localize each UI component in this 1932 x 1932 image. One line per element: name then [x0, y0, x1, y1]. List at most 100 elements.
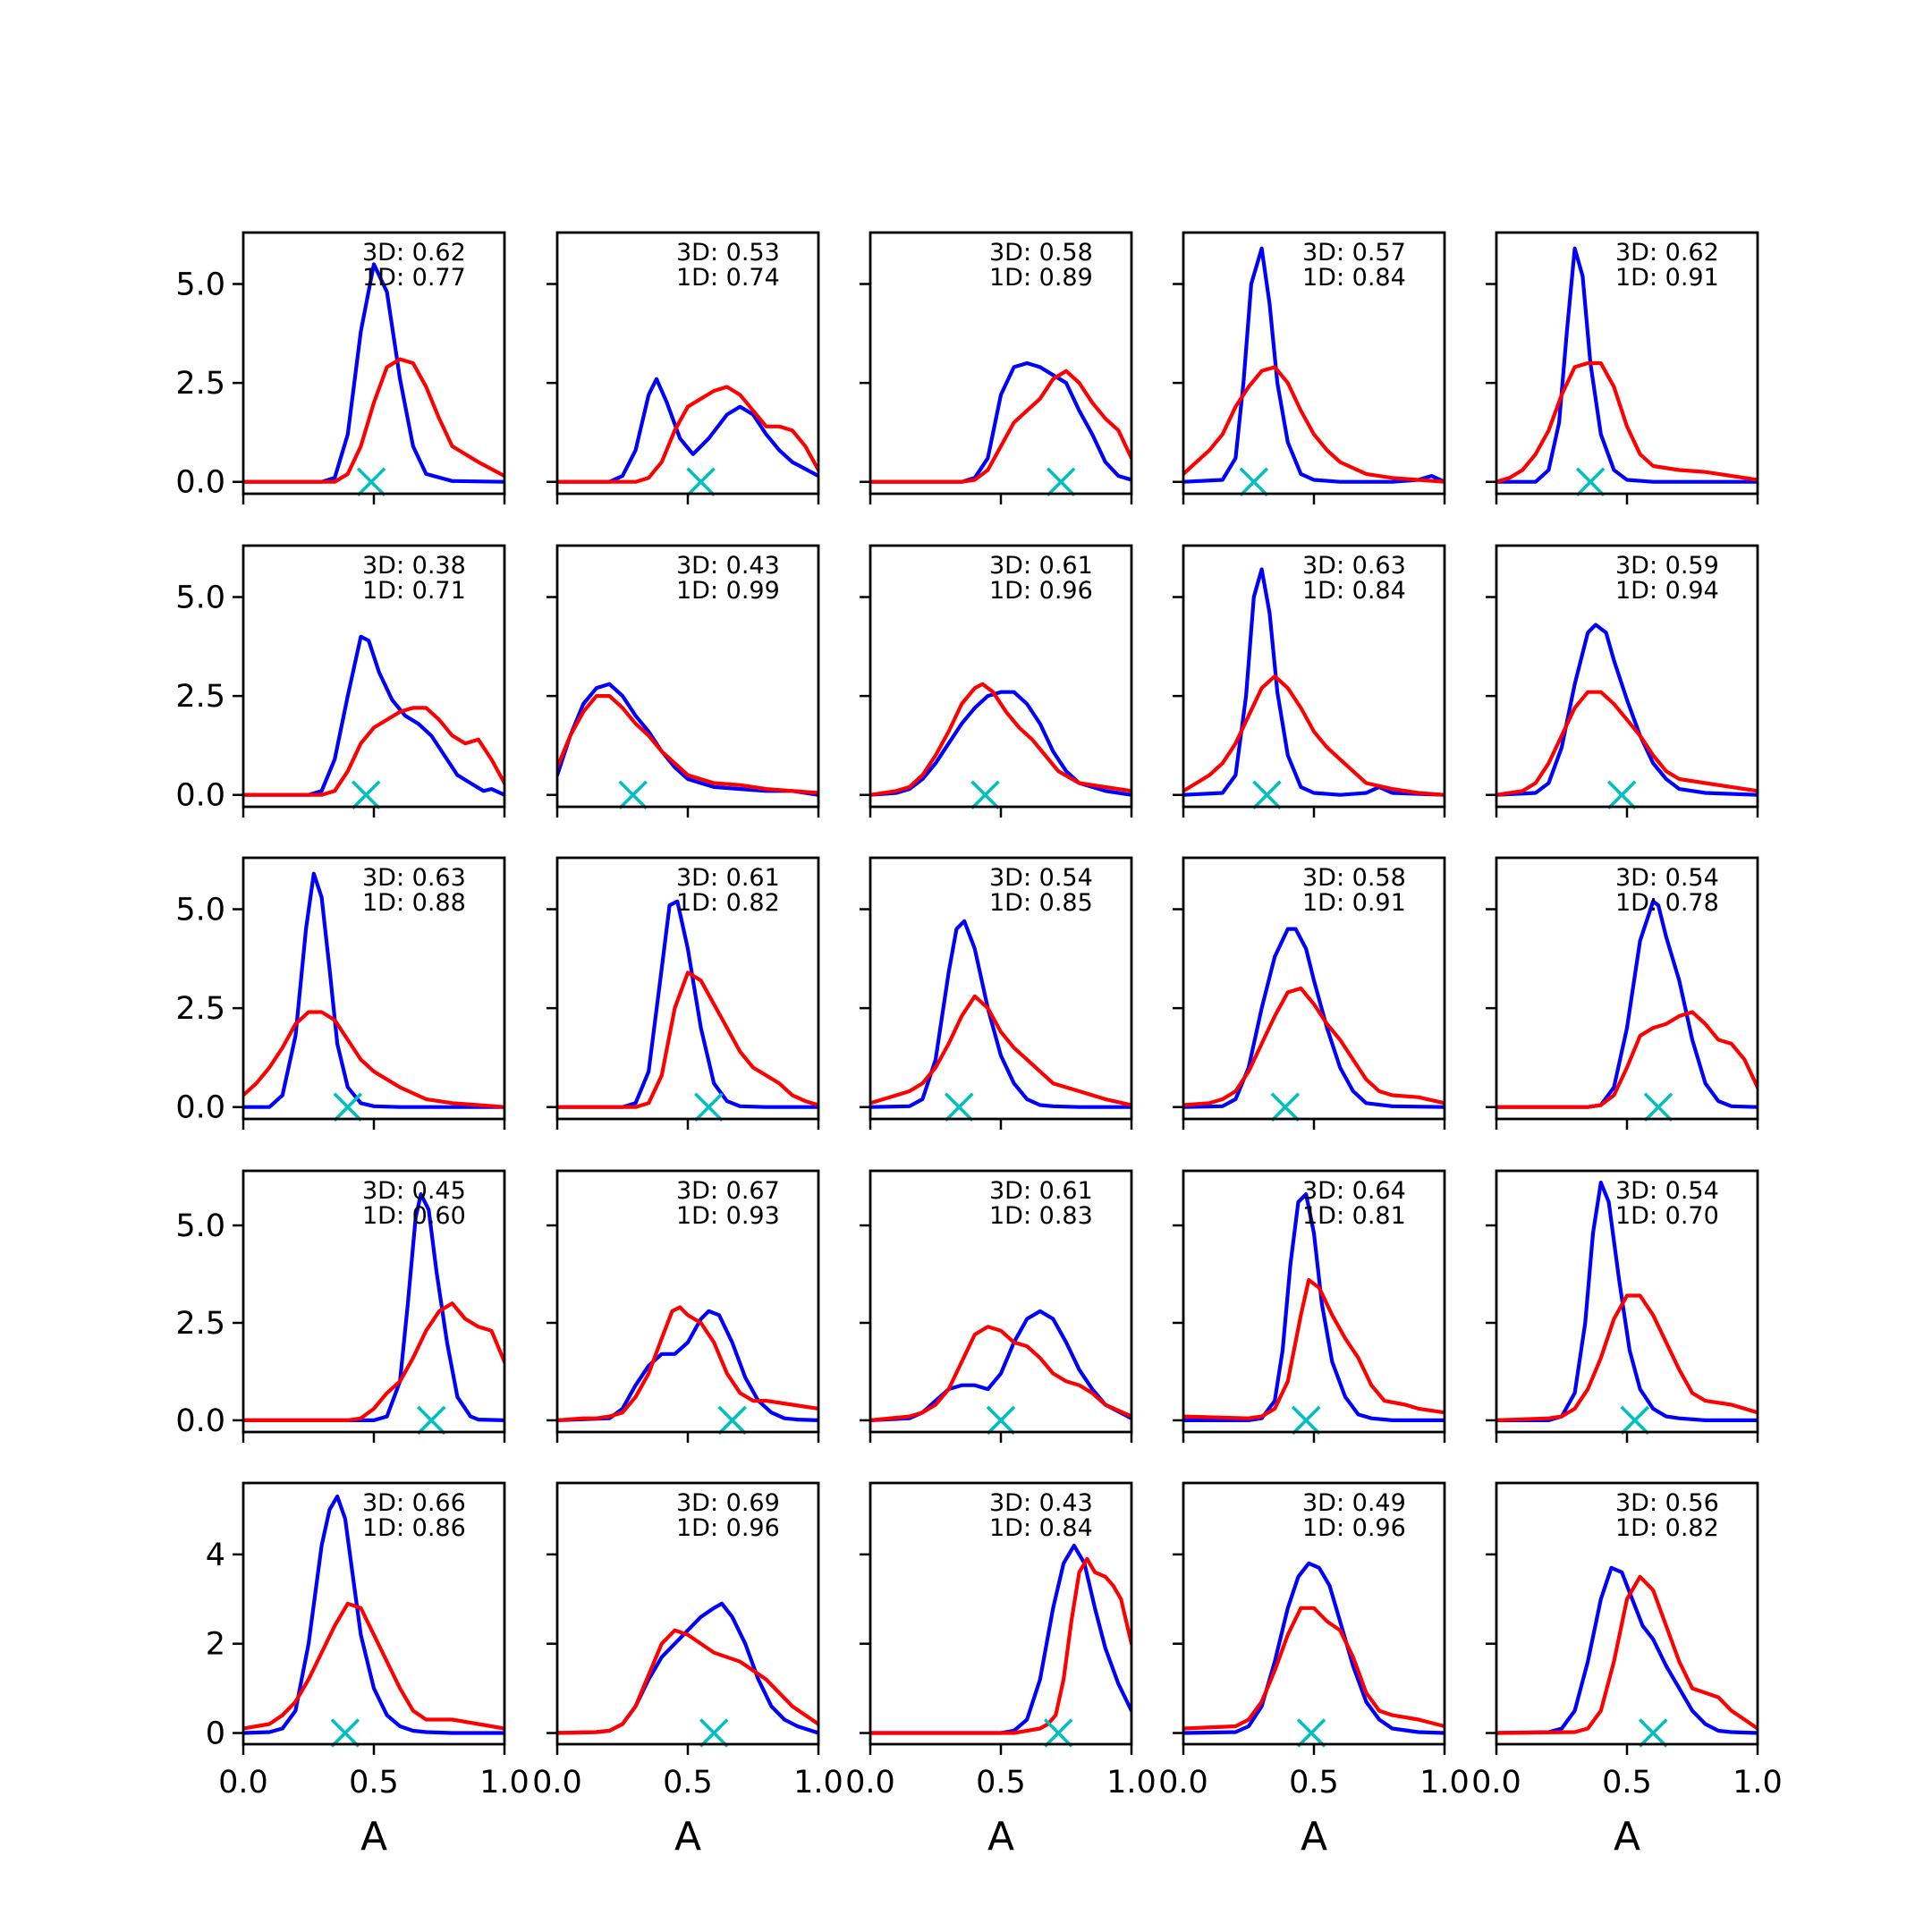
score-3d-label: 3D: 0.62	[362, 239, 466, 267]
score-1d-label: 1D: 0.81	[1302, 1202, 1406, 1230]
target-marker	[945, 1092, 974, 1123]
series-3d-line	[243, 262, 504, 484]
series-group	[243, 871, 504, 1109]
score-1d-label: 1D: 0.74	[676, 264, 780, 292]
series-group	[1496, 1565, 1758, 1735]
target-marker	[686, 467, 716, 497]
score-3d-label: 3D: 0.56	[1615, 1489, 1719, 1517]
series-group	[243, 1494, 504, 1735]
target-marker	[333, 1092, 363, 1123]
score-1d-label: 1D: 0.96	[1302, 1514, 1406, 1542]
series-3d-line	[1183, 1561, 1445, 1735]
y-tick-label: 2.5	[175, 1306, 225, 1342]
score-1d-label: 1D: 0.94	[1615, 577, 1719, 605]
series-group	[1183, 567, 1445, 797]
score-3d-label: 3D: 0.49	[1302, 1489, 1406, 1517]
series-1d-line	[1183, 674, 1445, 797]
target-marker	[1046, 467, 1076, 497]
series-1d-line	[1496, 1574, 1758, 1735]
series-1d-line	[243, 1601, 504, 1731]
target-marker	[618, 780, 648, 810]
score-1d-label: 1D: 0.86	[362, 1514, 466, 1542]
series-1d-line	[870, 369, 1131, 484]
target-marker	[1239, 467, 1269, 497]
series-1d-line	[243, 706, 504, 797]
series-group	[870, 682, 1131, 797]
target-marker	[1291, 1405, 1321, 1436]
x-tick-label: 0.5	[663, 1765, 713, 1801]
series-3d-line	[1183, 1192, 1445, 1422]
series-3d-line	[870, 1543, 1131, 1735]
score-3d-label: 3D: 0.53	[676, 239, 780, 267]
series-3d-line	[1183, 246, 1445, 484]
series-group	[557, 682, 818, 797]
target-marker	[717, 1405, 747, 1436]
series-1d-line	[1496, 360, 1758, 484]
target-marker	[699, 1718, 729, 1748]
series-3d-line	[1496, 246, 1758, 484]
series-1d-line	[243, 357, 504, 484]
score-3d-label: 3D: 0.58	[989, 239, 1093, 267]
score-3d-label: 3D: 0.61	[989, 552, 1093, 580]
score-1d-label: 1D: 0.82	[676, 889, 780, 917]
score-3d-label: 3D: 0.57	[1302, 239, 1406, 267]
series-group	[557, 377, 818, 484]
series-group	[870, 1543, 1131, 1735]
series-3d-line	[243, 1192, 504, 1422]
score-1d-label: 1D: 0.91	[1615, 264, 1719, 292]
x-axis-label: A	[1614, 1814, 1640, 1860]
target-marker	[1270, 1092, 1301, 1123]
x-tick-label: 1.0	[1419, 1765, 1470, 1801]
y-tick-label: 5.0	[175, 267, 225, 303]
x-tick-label: 0.5	[976, 1765, 1026, 1801]
target-marker	[1638, 1718, 1668, 1748]
y-tick-label: 0.0	[175, 1090, 225, 1126]
x-tick-label: 1.0	[793, 1765, 843, 1801]
series-3d-line	[243, 871, 504, 1109]
x-axis-label: A	[360, 1814, 387, 1860]
series-group	[870, 919, 1131, 1109]
x-axis-label: A	[1301, 1814, 1327, 1860]
score-3d-label: 3D: 0.69	[676, 1489, 780, 1517]
series-3d-line	[870, 919, 1131, 1109]
score-1d-label: 1D: 0.82	[1615, 1514, 1719, 1542]
y-tick-label: 0.0	[175, 465, 225, 501]
score-1d-label: 1D: 0.78	[1615, 889, 1719, 917]
score-1d-label: 1D: 0.84	[989, 1514, 1093, 1542]
y-tick-label: 2.5	[175, 991, 225, 1027]
y-tick-label: 4	[206, 1538, 225, 1573]
series-1d-line	[1496, 1010, 1758, 1109]
series-1d-line	[557, 970, 818, 1109]
target-marker	[330, 1718, 360, 1748]
series-3d-line	[557, 1309, 818, 1422]
score-1d-label: 1D: 0.85	[989, 889, 1093, 917]
series-group	[557, 899, 818, 1109]
target-marker	[1606, 780, 1637, 810]
target-marker	[1620, 1405, 1650, 1436]
y-tick-label: 2.5	[175, 366, 225, 402]
series-3d-line	[243, 1494, 504, 1735]
series-group	[557, 1305, 818, 1422]
y-tick-label: 2.5	[175, 679, 225, 715]
score-3d-label: 3D: 0.67	[676, 1177, 780, 1205]
x-tick-label: 1.0	[1106, 1765, 1157, 1801]
score-3d-label: 3D: 0.43	[676, 552, 780, 580]
x-axis-label: A	[674, 1814, 701, 1860]
series-3d-line	[557, 377, 818, 484]
score-1d-label: 1D: 0.77	[362, 264, 466, 292]
